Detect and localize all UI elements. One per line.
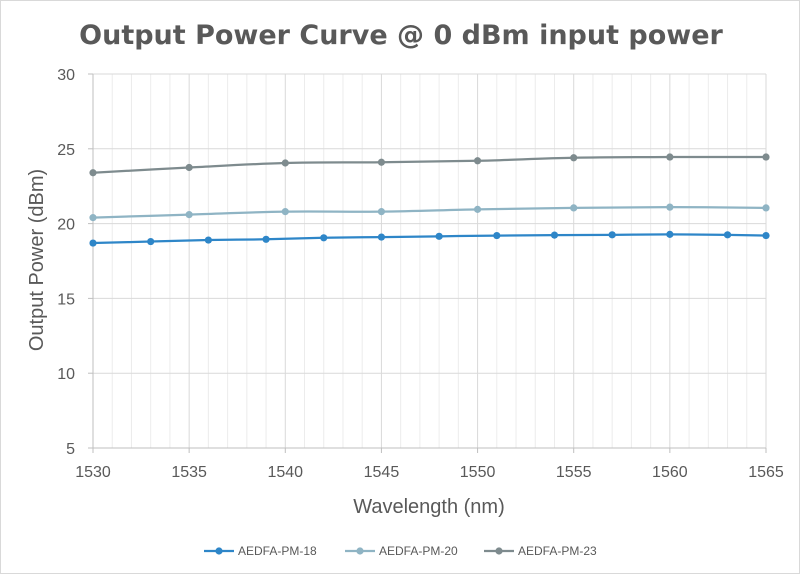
data-point (262, 235, 270, 243)
x-tick-label: 1540 (267, 464, 303, 481)
y-axis-title: Output Power (dBm) (26, 169, 48, 351)
legend-item: AEDFA-PM-20 (345, 544, 458, 558)
x-tick-label: 1535 (171, 464, 207, 481)
y-tick-label: 10 (57, 366, 75, 383)
data-point (377, 233, 386, 241)
legend-marker (495, 547, 503, 555)
series-lines (89, 153, 770, 247)
series-line (92, 233, 767, 245)
data-point (762, 231, 770, 240)
x-tick-label: 1565 (748, 464, 784, 481)
legend-item: AEDFA-PM-18 (204, 544, 317, 558)
series-AEDFA-PM-18 (89, 230, 770, 247)
data-point (570, 204, 578, 212)
series-AEDFA-PM-23 (89, 153, 770, 177)
legend-label: AEDFA-PM-23 (518, 544, 597, 558)
series-line (92, 206, 767, 219)
data-point (435, 232, 443, 240)
data-point (762, 204, 770, 212)
legend-marker (215, 547, 223, 555)
data-point (89, 214, 97, 222)
chart-title: Output Power Curve @ 0 dBm input power (79, 20, 723, 51)
legend-label: AEDFA-PM-20 (379, 544, 458, 558)
data-point (762, 153, 770, 161)
data-point (185, 211, 193, 219)
x-tick-label: 1550 (460, 464, 496, 481)
data-point (147, 237, 155, 246)
series-AEDFA-PM-20 (89, 203, 770, 222)
legend-item: AEDFA-PM-23 (484, 544, 597, 558)
y-tick-label: 5 (66, 441, 75, 458)
x-tick-label: 1530 (75, 464, 111, 481)
y-tick-label: 25 (57, 142, 75, 159)
data-point (493, 231, 501, 240)
data-point (570, 154, 578, 162)
x-tick-label: 1545 (364, 464, 400, 481)
x-tick-label: 1560 (652, 464, 688, 481)
data-point (89, 239, 97, 247)
x-axis-title: Wavelength (nm) (353, 496, 505, 518)
y-tick-label: 30 (57, 67, 75, 84)
x-tick-label: 1555 (556, 464, 592, 481)
gridlines (92, 73, 767, 449)
axes: 1530 1535 1540 1545 1550 1555 1560 1565 5 10 15 20 2… (57, 67, 784, 481)
data-point (204, 236, 212, 244)
data-point (377, 158, 386, 166)
data-point (320, 234, 328, 242)
data-point (666, 153, 674, 161)
data-point (723, 231, 732, 239)
data-point (281, 159, 289, 167)
data-point (666, 203, 674, 211)
data-point (473, 205, 482, 213)
legend-label: AEDFA-PM-18 (238, 544, 317, 558)
data-point (608, 231, 616, 239)
y-tick-label: 15 (57, 291, 75, 308)
data-point (550, 231, 559, 239)
data-point (281, 208, 289, 216)
data-point (185, 163, 193, 172)
data-point (377, 208, 386, 216)
data-point (666, 230, 674, 238)
legend-marker (356, 547, 364, 555)
data-point (473, 157, 482, 165)
data-point (89, 169, 97, 177)
series-line (92, 155, 767, 174)
legend: AEDFA-PM-18 AEDFA-PM-20 AEDFA-PM-23 (204, 544, 597, 558)
y-tick-label: 20 (57, 217, 75, 234)
